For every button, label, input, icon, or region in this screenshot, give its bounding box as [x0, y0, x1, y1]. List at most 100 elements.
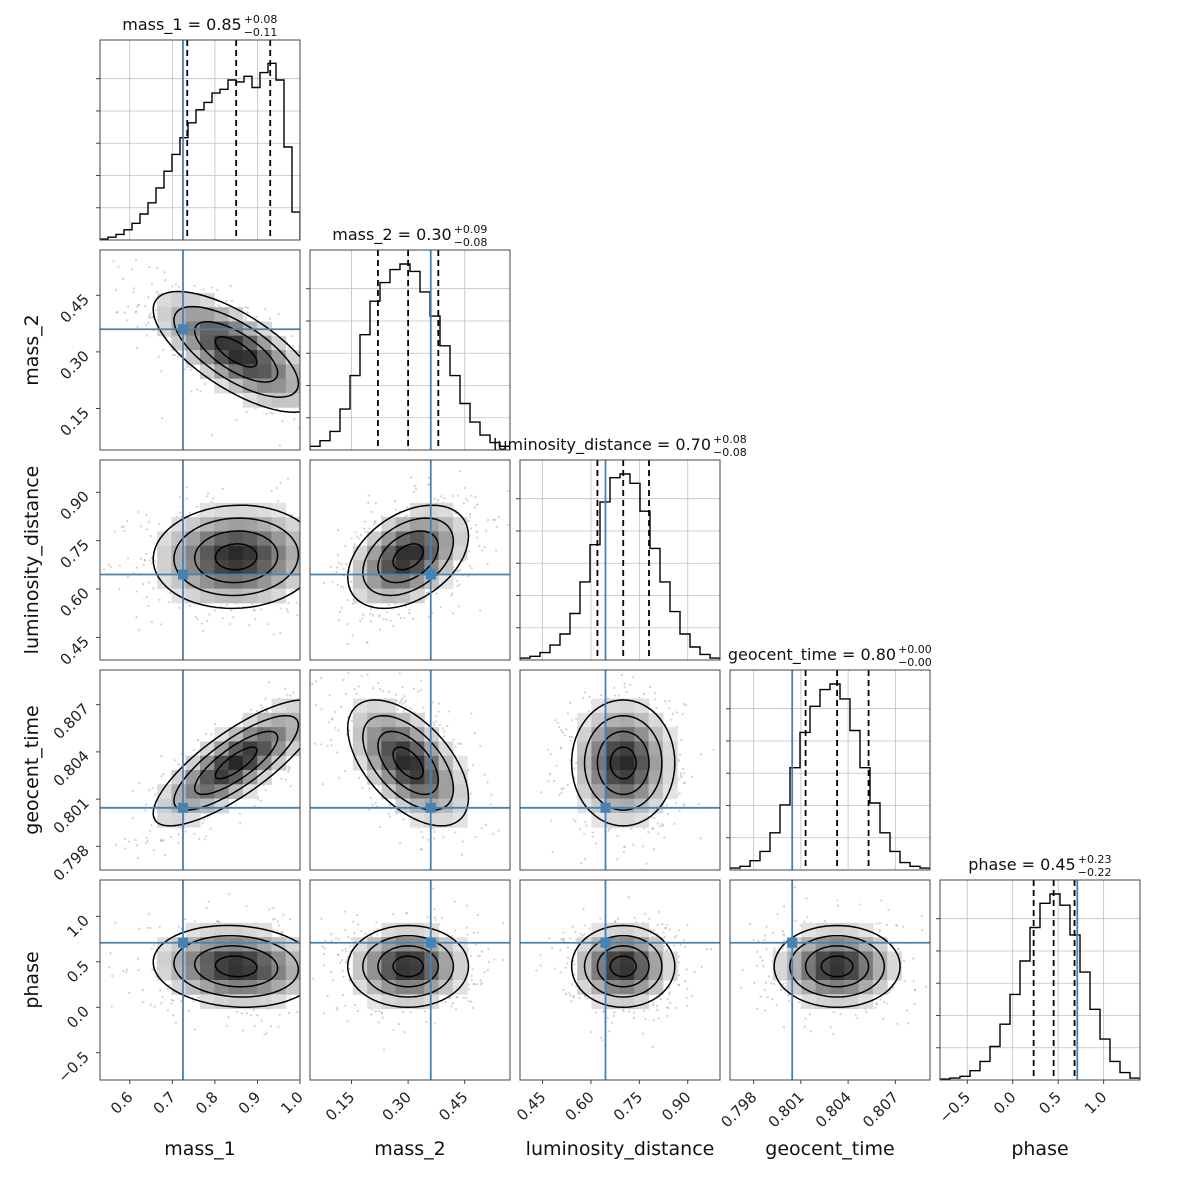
sample-point: [159, 623, 163, 626]
sample-point: [681, 767, 685, 771]
sample-point: [311, 690, 313, 692]
sample-point: [132, 571, 135, 574]
sample-point: [318, 411, 320, 413]
sample-point: [302, 547, 304, 549]
sample-point: [632, 676, 635, 679]
density-cell: [285, 517, 300, 532]
sample-point: [174, 283, 178, 286]
sample-point: [661, 824, 664, 827]
sample-point: [699, 753, 703, 756]
sample-point: [302, 380, 304, 382]
sample-point: [113, 530, 116, 533]
sample-point: [321, 1018, 323, 1020]
sample-point: [506, 490, 509, 493]
sample-point: [613, 694, 617, 697]
sample-point: [164, 279, 167, 282]
sample-point: [671, 712, 674, 716]
sample-point: [476, 536, 479, 539]
density-cell: [200, 560, 215, 575]
sample-point: [153, 944, 156, 947]
sample-point: [244, 316, 247, 319]
sample-point: [318, 370, 320, 372]
sample-point: [326, 579, 328, 581]
sample-point: [347, 387, 349, 389]
sample-point: [587, 710, 590, 713]
sample-point: [468, 516, 472, 519]
sample-point: [385, 611, 389, 614]
sample-point: [107, 877, 109, 879]
sample-point: [341, 534, 343, 536]
sample-point: [642, 693, 646, 696]
sample-point: [216, 919, 219, 923]
density-cell: [285, 741, 300, 757]
sample-point: [312, 395, 314, 397]
density-cell: [662, 770, 678, 785]
density-cell: [410, 545, 425, 561]
sample-point: [555, 764, 558, 767]
truth-marker: [177, 802, 188, 813]
density-cell: [634, 698, 650, 714]
y-tick-label: 0.60: [56, 584, 92, 620]
sample-point: [160, 1002, 163, 1005]
sample-point: [330, 744, 333, 747]
sample-point: [347, 701, 349, 703]
sample-point: [312, 579, 314, 581]
sample-point: [611, 876, 613, 878]
sample-point: [377, 681, 380, 685]
sample-point: [342, 681, 344, 683]
density-cell: [577, 741, 592, 757]
density-cell: [634, 784, 650, 800]
sample-point: [311, 723, 313, 725]
sample-point: [348, 729, 351, 733]
sample-point: [569, 701, 572, 704]
sample-point: [699, 837, 702, 840]
sample-point: [403, 616, 406, 620]
sample-point: [255, 709, 259, 713]
sample-point: [235, 1010, 239, 1013]
sample-point: [302, 558, 304, 560]
density-cell: [662, 741, 678, 757]
sample-point: [467, 574, 470, 578]
sample-point: [145, 841, 148, 844]
sample-point: [301, 524, 303, 526]
sample-point: [378, 613, 381, 617]
contour-2: [362, 714, 455, 811]
sample-point: [185, 497, 188, 500]
sample-point: [287, 765, 290, 768]
contour-0: [214, 336, 258, 368]
sample-point: [317, 403, 319, 405]
sample-point: [206, 495, 209, 498]
sample-point: [145, 334, 148, 337]
sample-point: [356, 535, 359, 538]
sample-point: [300, 326, 302, 328]
sample-point: [630, 827, 633, 830]
y-tick-label: 0.30: [56, 347, 92, 383]
sample-point: [260, 608, 263, 611]
sample-point: [272, 633, 275, 636]
sample-point: [146, 839, 149, 842]
sample-point: [241, 1029, 245, 1032]
density-cell: [228, 517, 244, 532]
sample-point: [316, 557, 318, 559]
sample-point: [91, 887, 93, 889]
sample-point: [483, 546, 486, 549]
contour-0: [392, 543, 424, 571]
sample-point: [170, 1002, 173, 1005]
density-cell: [452, 531, 468, 547]
sample-point: [583, 691, 587, 694]
density-cell: [591, 727, 607, 742]
sample-point: [419, 688, 423, 691]
sample-point: [490, 793, 493, 797]
sample-point: [244, 318, 247, 322]
sample-point: [387, 812, 390, 815]
sample-point: [579, 827, 582, 831]
sample-point: [432, 721, 435, 724]
density-cell: [438, 812, 454, 828]
sample-point: [588, 695, 591, 699]
sample-point: [143, 558, 146, 562]
sample-point: [107, 563, 110, 566]
density-cell: [214, 798, 230, 814]
sample-point: [285, 608, 289, 611]
sample-point: [585, 824, 588, 827]
sample-point: [198, 996, 201, 999]
